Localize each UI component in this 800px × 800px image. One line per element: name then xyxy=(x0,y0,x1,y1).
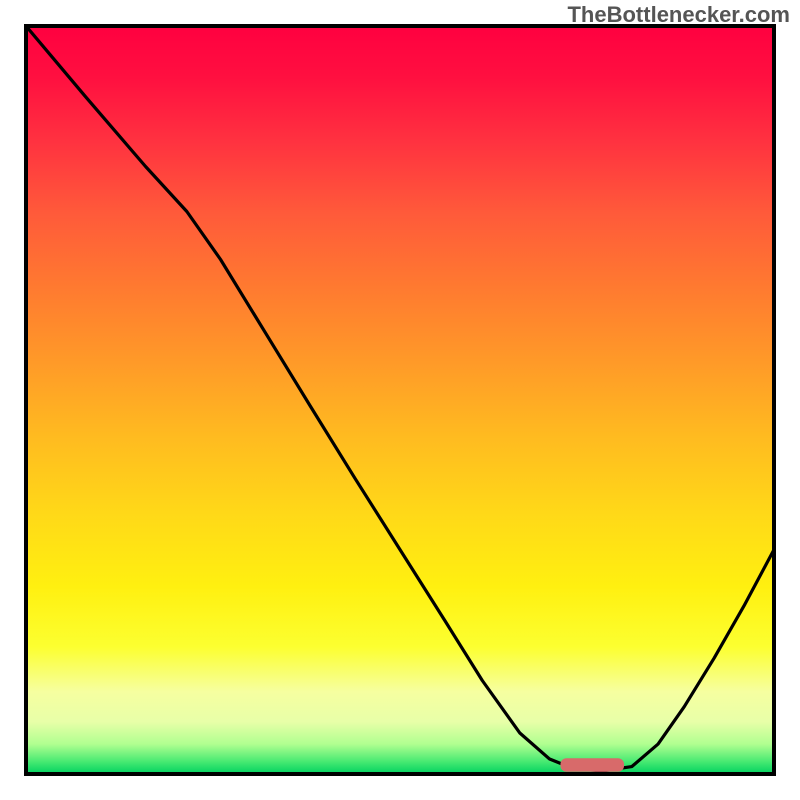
watermark-text: TheBottlenecker.com xyxy=(567,2,790,28)
bottleneck-curve-chart xyxy=(0,0,800,800)
chart-frame: TheBottlenecker.com xyxy=(0,0,800,800)
chart-background xyxy=(26,26,774,774)
optimal-marker xyxy=(560,758,624,771)
